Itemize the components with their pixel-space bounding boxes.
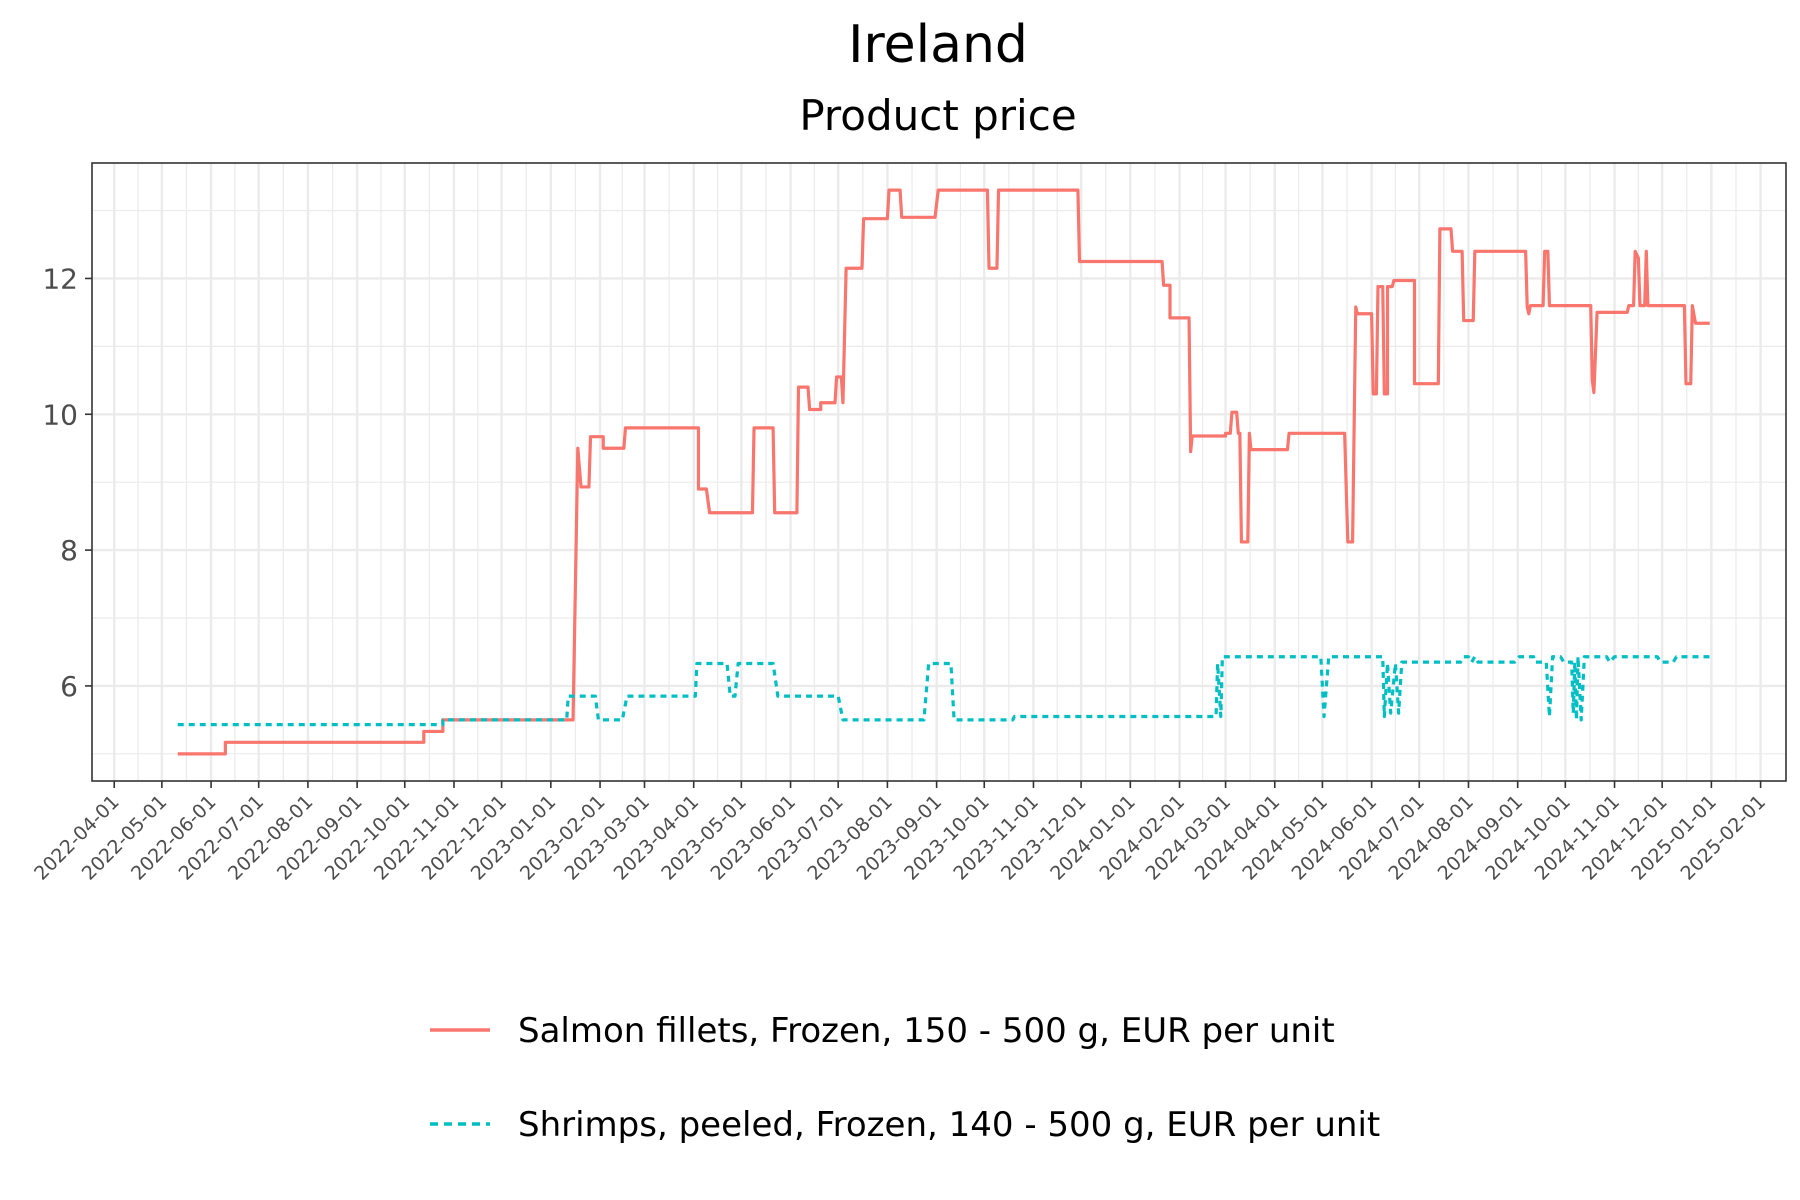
legend-item-salmon: Salmon fillets, Frozen, 150 - 500 g, EUR… bbox=[430, 1011, 1335, 1051]
chart-subtitle: Product price bbox=[799, 91, 1076, 140]
series-line-salmon bbox=[177, 188, 1710, 756]
legend: Salmon fillets, Frozen, 150 - 500 g, EUR… bbox=[430, 1011, 1380, 1145]
plot-panel bbox=[92, 163, 1786, 781]
y-tick-label: 10 bbox=[42, 398, 78, 431]
y-tick-label: 8 bbox=[60, 534, 78, 567]
series-line-shrimps bbox=[177, 655, 1710, 727]
grid-major bbox=[92, 163, 1786, 781]
y-axis: 6 8 10 12 bbox=[42, 262, 92, 703]
y-tick-label: 6 bbox=[60, 670, 78, 703]
y-tick-label: 12 bbox=[42, 262, 78, 295]
legend-label-shrimps: Shrimps, peeled, Frozen, 140 - 500 g, EU… bbox=[518, 1105, 1380, 1145]
plot-border bbox=[91, 162, 1787, 782]
legend-label-salmon: Salmon fillets, Frozen, 150 - 500 g, EUR… bbox=[518, 1011, 1335, 1051]
series-layer bbox=[177, 188, 1710, 756]
chart-title: Ireland bbox=[848, 15, 1028, 75]
legend-item-shrimps: Shrimps, peeled, Frozen, 140 - 500 g, EU… bbox=[430, 1105, 1380, 1145]
grid-minor bbox=[92, 163, 1786, 781]
